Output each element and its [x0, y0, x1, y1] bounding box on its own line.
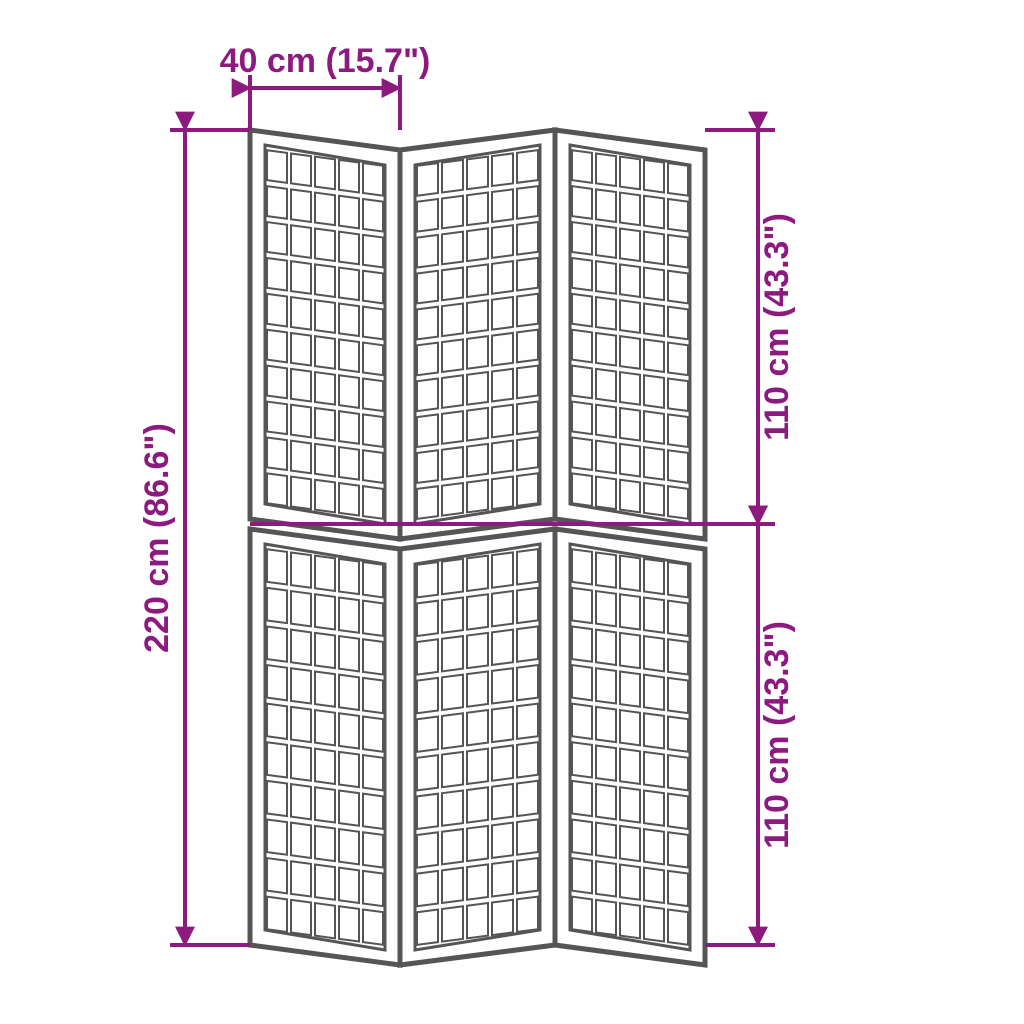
dim-full-height-label: 220 cm (86.6") [138, 423, 176, 653]
panel-1-top [250, 130, 400, 539]
dim-half-bottom-label: 110 cm (43.3") [758, 621, 796, 849]
panel-2-top [400, 130, 555, 539]
panel-3-top [555, 130, 705, 539]
dim-width-label: 40 cm (15.7") [220, 42, 431, 80]
panel-2-bottom [400, 529, 555, 965]
panel-1-bottom [250, 529, 400, 965]
panel-3-bottom [555, 529, 705, 965]
dim-half-top-label: 110 cm (43.3") [758, 213, 796, 441]
